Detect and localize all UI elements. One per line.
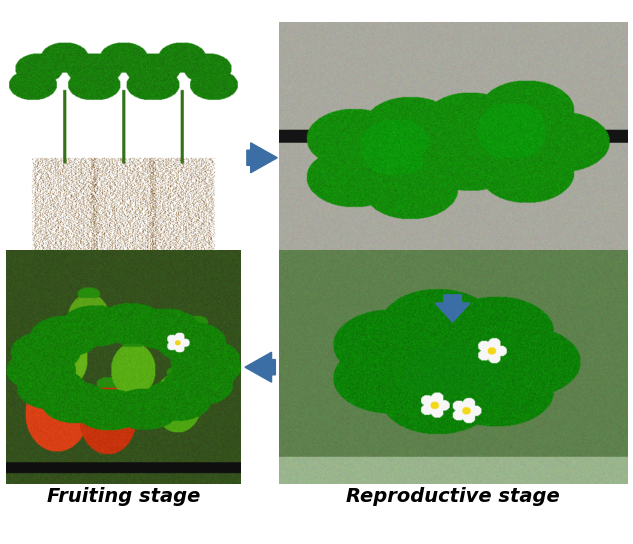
FancyArrow shape	[436, 295, 470, 322]
Text: Reproductive stage: Reproductive stage	[346, 487, 560, 506]
Text: Transplant stage: Transplant stage	[31, 302, 216, 321]
FancyArrow shape	[247, 143, 277, 173]
FancyArrow shape	[245, 353, 275, 382]
Text: Fruiting stage: Fruiting stage	[47, 487, 200, 506]
Text: Vegetative stage: Vegetative stage	[359, 302, 546, 321]
